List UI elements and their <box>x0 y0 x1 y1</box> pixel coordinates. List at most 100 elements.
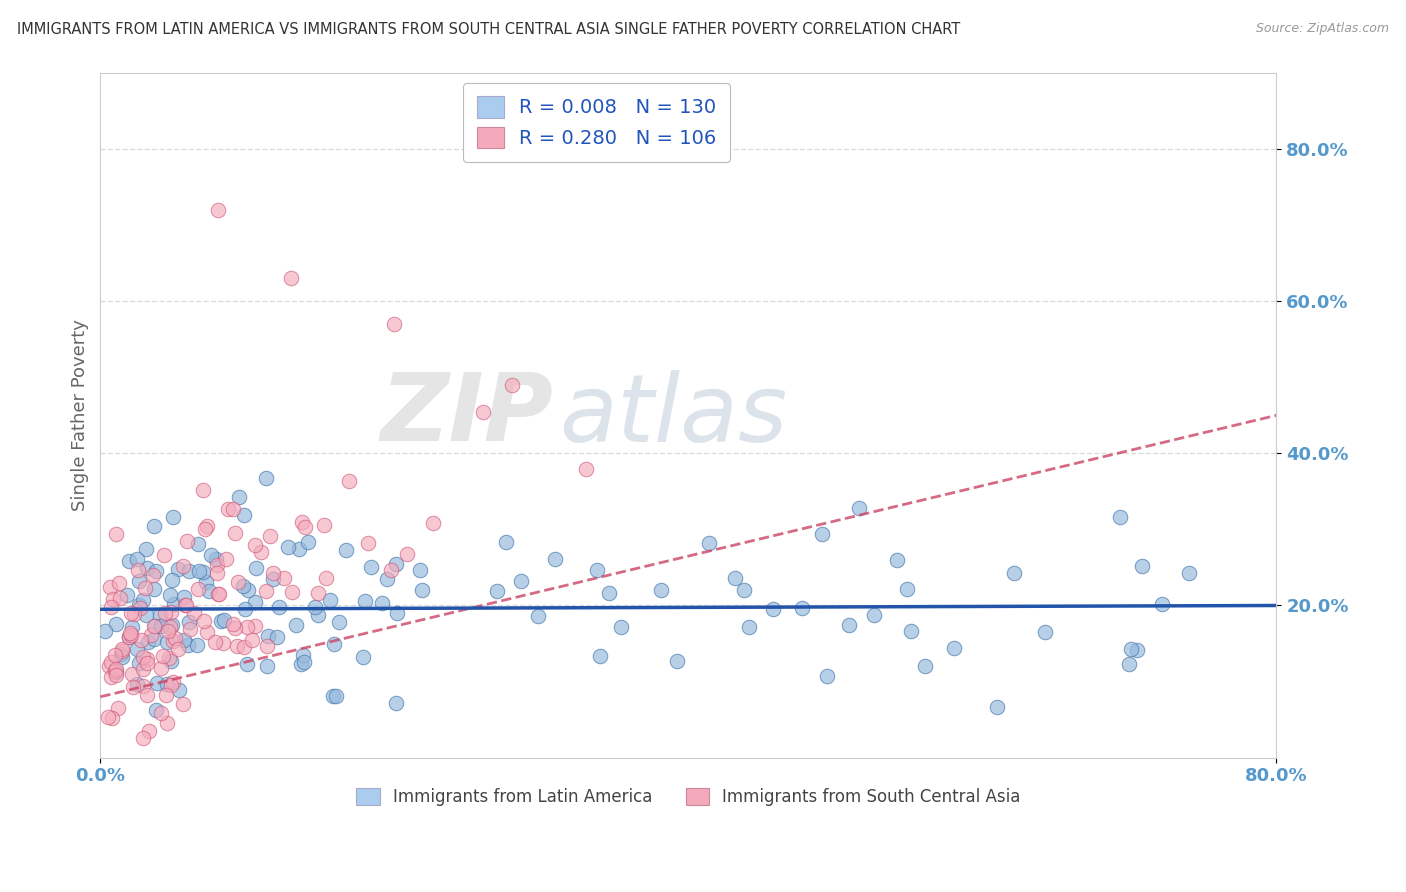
Point <box>121 620 143 634</box>
Point <box>422 516 444 530</box>
Point <box>162 633 184 648</box>
Point <box>281 584 304 599</box>
Point <box>134 582 156 596</box>
Point <box>225 640 247 654</box>
Point <box>132 650 155 665</box>
Point <box>160 618 183 632</box>
Point <box>188 564 211 578</box>
Point <box>817 669 839 683</box>
Point <box>128 657 150 671</box>
Point <box>118 630 141 644</box>
Point <box>200 549 222 563</box>
Point <box>485 583 508 598</box>
Point <box>118 630 141 644</box>
Point <box>411 582 433 597</box>
Text: IMMIGRANTS FROM LATIN AMERICA VS IMMIGRANTS FROM SOUTH CENTRAL ASIA SINGLE FATHE: IMMIGRANTS FROM LATIN AMERICA VS IMMIGRA… <box>17 22 960 37</box>
Point <box>183 606 205 620</box>
Point <box>205 558 228 573</box>
Point <box>100 710 122 724</box>
Point <box>98 580 121 594</box>
Point <box>335 542 357 557</box>
Point <box>224 526 246 541</box>
Point <box>142 619 165 633</box>
Point <box>143 632 166 647</box>
Point <box>236 582 259 597</box>
Point <box>472 405 495 419</box>
Point <box>277 541 299 555</box>
Legend: Immigrants from Latin America, Immigrants from South Central Asia: Immigrants from Latin America, Immigrant… <box>347 780 1029 814</box>
Point <box>135 608 157 623</box>
Point <box>896 582 918 597</box>
Point <box>120 628 142 642</box>
Point <box>108 576 131 591</box>
Point <box>254 583 277 598</box>
Point <box>914 659 936 673</box>
Point <box>169 683 191 698</box>
Point <box>138 635 160 649</box>
Point <box>337 474 360 488</box>
Point <box>232 579 254 593</box>
Point <box>304 599 326 614</box>
Point <box>886 553 908 567</box>
Point <box>111 642 134 657</box>
Point <box>97 710 120 724</box>
Text: atlas: atlas <box>560 370 787 461</box>
Point <box>142 567 165 582</box>
Point <box>127 564 149 578</box>
Point <box>128 574 150 589</box>
Point <box>129 632 152 647</box>
Point <box>217 502 239 516</box>
Point <box>97 659 120 673</box>
Point <box>360 560 382 574</box>
Point <box>211 614 233 628</box>
Point <box>838 617 860 632</box>
Point <box>162 510 184 524</box>
Point <box>1130 559 1153 574</box>
Point <box>284 618 307 632</box>
Point <box>104 664 127 678</box>
Point <box>101 592 124 607</box>
Point <box>157 650 180 665</box>
Point <box>205 566 228 580</box>
Point <box>315 571 337 585</box>
Point <box>193 483 215 497</box>
Point <box>221 501 243 516</box>
Point <box>380 563 402 577</box>
Point <box>1118 657 1140 671</box>
Point <box>256 658 278 673</box>
Point <box>650 583 672 598</box>
Point <box>724 571 747 585</box>
Point <box>160 653 183 667</box>
Point <box>187 582 209 597</box>
Text: Source: ZipAtlas.com: Source: ZipAtlas.com <box>1256 22 1389 36</box>
Point <box>205 552 228 566</box>
Point <box>262 566 284 580</box>
Point <box>245 561 267 575</box>
Point <box>384 696 406 710</box>
Point <box>143 618 166 632</box>
Point <box>396 547 419 561</box>
Point <box>121 667 143 681</box>
Point <box>294 520 316 534</box>
Point <box>240 633 263 648</box>
Point <box>204 635 226 649</box>
Point <box>228 491 250 505</box>
Point <box>152 648 174 663</box>
Point <box>215 552 238 566</box>
Point <box>155 688 177 702</box>
Point <box>194 522 217 536</box>
Point <box>111 649 134 664</box>
Point <box>863 607 886 622</box>
Point <box>176 534 198 549</box>
Point <box>235 602 257 616</box>
Point <box>127 551 149 566</box>
Point <box>110 647 132 661</box>
Point <box>1033 624 1056 639</box>
Point <box>150 618 173 632</box>
Point <box>1108 510 1130 524</box>
Point <box>173 633 195 648</box>
Point <box>256 629 278 643</box>
Point <box>104 527 127 541</box>
Point <box>352 650 374 665</box>
Point <box>322 636 344 650</box>
